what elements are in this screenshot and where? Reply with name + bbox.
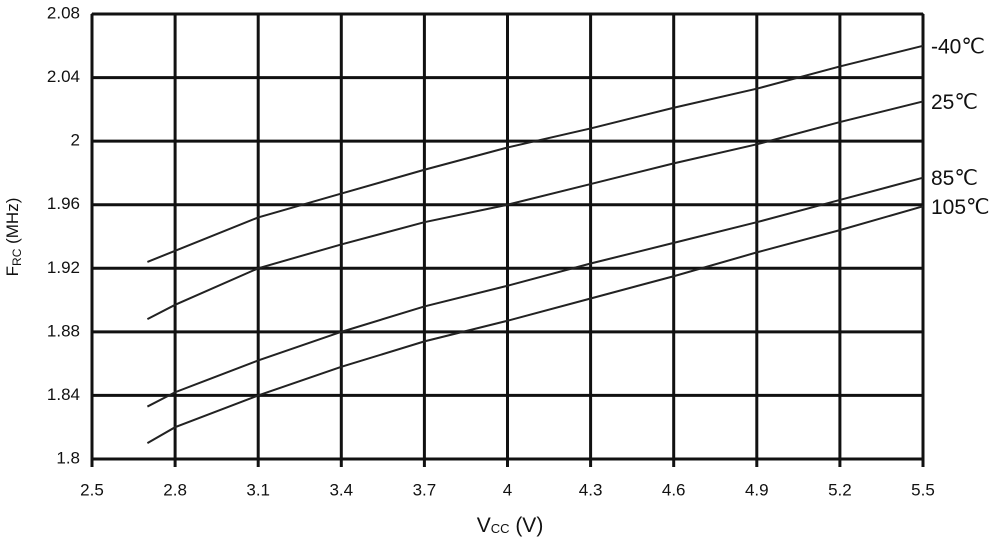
x-tick-label: 4.6 xyxy=(662,480,686,499)
x-tick-label: 2.8 xyxy=(163,480,187,499)
series-line xyxy=(146,205,924,444)
x-tick-label: 5.5 xyxy=(911,480,935,499)
x-tick-label: 2.5 xyxy=(80,480,104,499)
series-line xyxy=(147,44,924,263)
x-axis-title: VCC (V) xyxy=(477,514,544,537)
x-tick-label: 3.1 xyxy=(246,480,270,499)
x-tick-label: 3.4 xyxy=(329,480,353,499)
y-tick-label: 2 xyxy=(71,131,80,150)
x-title-main: V xyxy=(477,514,491,537)
series-label: 105℃ xyxy=(931,196,990,219)
x-title-rest: (V) xyxy=(509,514,543,537)
y-tick-label: 2.04 xyxy=(47,67,80,86)
y-tick-label: 2.08 xyxy=(47,3,80,22)
y-title-rest: (MHz) xyxy=(3,198,22,249)
x-tick-label: 3.7 xyxy=(413,480,437,499)
y-tick-label: 1.96 xyxy=(47,194,80,213)
x-tick-label: 4.3 xyxy=(579,480,603,499)
series-label: 25℃ xyxy=(931,91,978,114)
series-line xyxy=(146,176,924,408)
y-tick-label: 1.84 xyxy=(47,385,80,404)
y-tick-label: 1.8 xyxy=(56,448,80,467)
series-line xyxy=(146,100,924,321)
y-tick-label: 1.88 xyxy=(47,321,80,340)
y-axis-title: FRC (MHz) xyxy=(3,198,24,277)
series-label: -40℃ xyxy=(931,35,985,58)
y-title-main: F xyxy=(3,266,22,276)
series-label: 85℃ xyxy=(931,167,978,190)
x-title-sub: CC xyxy=(491,521,510,536)
x-tick-label: 5.2 xyxy=(828,480,852,499)
y-title-sub: RC xyxy=(10,248,24,266)
y-tick-label: 1.92 xyxy=(47,258,80,277)
x-tick-label: 4 xyxy=(503,480,512,499)
x-tick-label: 4.9 xyxy=(745,480,769,499)
